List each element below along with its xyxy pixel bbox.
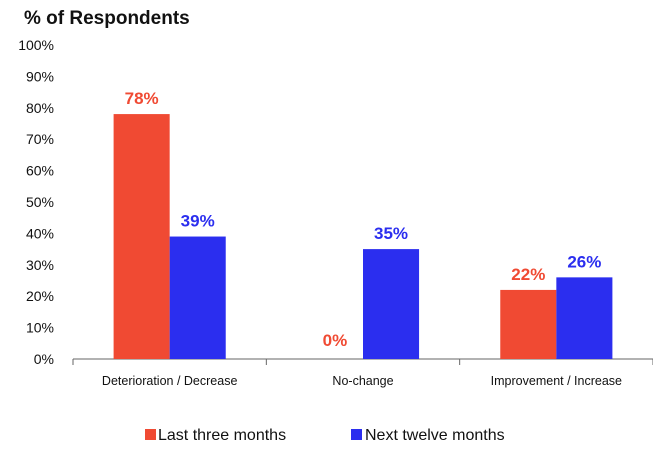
x-tick-label: Improvement / Increase	[491, 374, 622, 388]
y-tick-label: 40%	[26, 225, 54, 241]
bar-value-label: 26%	[567, 252, 601, 271]
y-tick-label: 20%	[26, 288, 54, 304]
chart-title: % of Respondents	[24, 8, 190, 29]
legend-swatch	[351, 429, 362, 440]
bar	[113, 114, 170, 359]
y-tick-label: 30%	[26, 257, 54, 273]
x-axis: Deterioration / Decrease No-change Improve…	[72, 358, 653, 388]
legend-label: Next twelve months	[365, 427, 505, 444]
y-tick-label: 50%	[26, 194, 54, 210]
y-tick-label: 0%	[34, 351, 54, 367]
bar	[500, 289, 557, 359]
y-tick-label: 100%	[18, 37, 54, 53]
bar-value-label: 0%	[323, 331, 348, 350]
y-axis: 0% 10% 20% 30% 40% 50% 60% 70% 80% 90% 100%	[18, 37, 54, 367]
bars	[113, 114, 613, 359]
legend-label: Last three months	[158, 427, 286, 444]
y-tick-label: 80%	[26, 100, 54, 116]
bar	[363, 249, 420, 359]
y-tick-label: 60%	[26, 163, 54, 179]
bar-value-label: 39%	[181, 212, 215, 231]
bar	[556, 277, 613, 359]
y-tick-label: 90%	[26, 68, 54, 84]
bar-value-label: 22%	[511, 265, 545, 284]
x-tick-label: No-change	[332, 374, 393, 388]
x-tick-label: Deterioration / Decrease	[102, 374, 238, 388]
bar-value-label: 78%	[125, 89, 159, 108]
y-tick-label: 10%	[26, 320, 54, 336]
bar	[169, 236, 226, 359]
data-labels: 78% 39% 0% 35% 22% 26%	[125, 89, 602, 350]
legend-swatch	[145, 429, 156, 440]
y-tick-label: 70%	[26, 131, 54, 147]
legend: Last three months Next twelve months	[145, 427, 505, 444]
bar-value-label: 35%	[374, 224, 408, 243]
